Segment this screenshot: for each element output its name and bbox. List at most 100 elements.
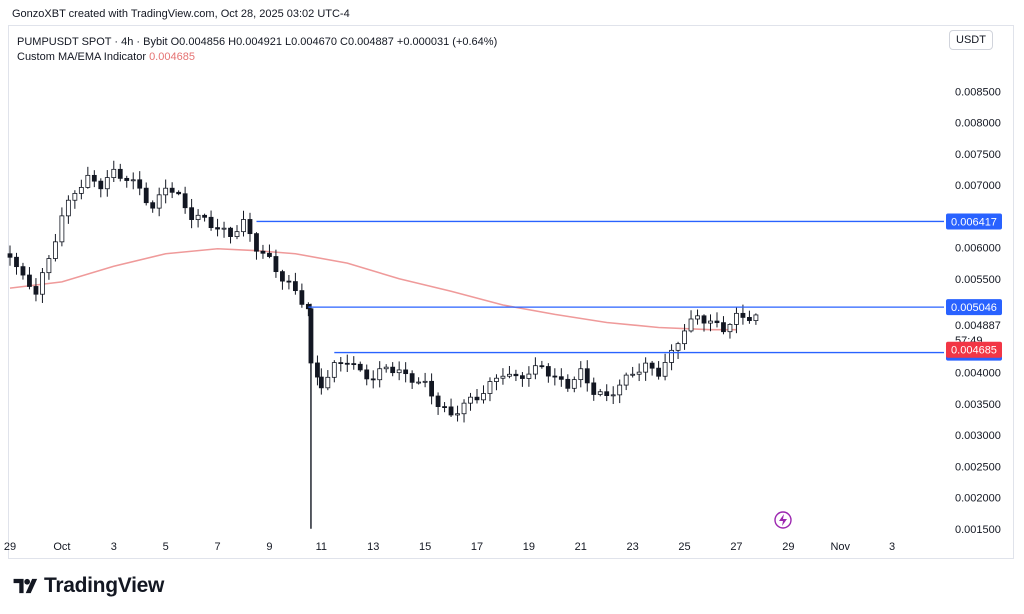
candle-body <box>331 362 337 378</box>
candle-body <box>734 312 739 325</box>
candle-body <box>669 349 674 363</box>
x-tick-label: 29 <box>782 541 794 553</box>
y-tick-label: 0.003000 <box>955 430 1001 442</box>
candle-body <box>701 315 707 324</box>
tradingview-wordmark: TradingView <box>44 574 165 597</box>
x-tick-label: 7 <box>214 541 220 553</box>
candle-body <box>714 320 720 324</box>
candle-body <box>176 191 182 195</box>
candle-body <box>643 362 649 373</box>
candle-body <box>111 168 117 178</box>
y-tick-label: 0.008500 <box>955 86 1001 98</box>
candle-body <box>241 219 246 233</box>
candle-body <box>182 193 188 209</box>
x-tick-label: 11 <box>316 541 327 553</box>
candle-body <box>500 375 506 379</box>
candle-body <box>53 241 58 259</box>
candle-body <box>156 194 162 209</box>
x-tick-label: 19 <box>523 541 535 553</box>
candle-body <box>377 368 383 381</box>
candle-body <box>85 174 91 188</box>
candle-body <box>656 367 662 377</box>
candle-body <box>20 266 26 276</box>
candle-body <box>474 396 480 401</box>
candle-body <box>59 215 65 243</box>
indicator-name: Custom MA/EMA Indicator <box>17 51 146 63</box>
candle-body <box>364 369 370 380</box>
candle-body <box>65 199 71 217</box>
candle-body <box>215 227 220 230</box>
candle-body <box>435 395 441 407</box>
candle-body <box>740 312 746 318</box>
y-tick-label: 0.001500 <box>955 524 1001 536</box>
x-tick-label: Oct <box>53 541 70 553</box>
candle-body <box>747 317 752 321</box>
candle-body <box>539 365 545 368</box>
candle-body <box>117 168 123 179</box>
ma-price-tag <box>946 341 1002 358</box>
candle-body <box>604 391 610 396</box>
candle-body <box>688 318 694 332</box>
candle-body <box>143 187 149 204</box>
candle-body <box>636 371 642 375</box>
candle-body <box>513 373 519 377</box>
level-price-label: 0.006417 <box>951 216 997 228</box>
level-price-tag <box>946 299 1002 316</box>
candle-body <box>662 362 668 377</box>
candle-body <box>422 380 428 383</box>
candle-body <box>442 406 447 408</box>
lightning-icon[interactable] <box>774 511 792 529</box>
candle-body <box>104 177 110 190</box>
candle-body <box>520 375 525 379</box>
candle-body <box>267 252 272 257</box>
candle-body <box>682 330 687 345</box>
candle-body <box>429 380 434 397</box>
candle-body <box>169 187 175 193</box>
x-tick-label: 15 <box>419 541 431 553</box>
x-tick-label: 29 <box>4 541 16 553</box>
y-tick-label: 0.006000 <box>955 243 1001 255</box>
level-price-tag <box>946 213 1002 230</box>
x-tick-label: 5 <box>163 541 169 553</box>
candle-body <box>325 376 331 389</box>
candle-body <box>396 369 402 374</box>
symbol-line: PUMPUSDT SPOT · 4h · Bybit O0.004856 H0.… <box>17 36 498 48</box>
candle-body <box>416 381 422 384</box>
candle-body <box>721 322 726 333</box>
y-tick-label: 0.003500 <box>955 399 1001 411</box>
candle-body <box>357 363 363 371</box>
candle-body <box>630 373 636 376</box>
candle-body <box>318 376 324 389</box>
currency-selector[interactable]: USDT <box>949 30 993 50</box>
candle-body <box>455 413 460 416</box>
candle-body <box>254 233 259 252</box>
candle-body <box>124 177 130 181</box>
x-tick-label: 3 <box>889 541 895 553</box>
y-tick-label: 0.004000 <box>955 368 1001 380</box>
candle-body <box>33 286 39 295</box>
candle-body <box>481 393 486 401</box>
candle-body <box>526 373 532 379</box>
y-tick-label: 0.008000 <box>955 118 1001 130</box>
candle-body <box>409 373 415 383</box>
candle-body <box>532 365 538 375</box>
candle-body <box>137 179 143 189</box>
candle-body <box>507 373 512 377</box>
candle-body <box>344 362 350 365</box>
x-tick-label: 3 <box>111 541 117 553</box>
ma-price-label: 0.004685 <box>951 345 997 357</box>
candle-body <box>260 250 266 254</box>
candle-body <box>46 258 52 274</box>
candle-body <box>584 368 590 384</box>
candle-body <box>189 207 195 220</box>
x-tick-label: 25 <box>678 541 690 553</box>
x-tick-label: 9 <box>266 541 272 553</box>
candle-body <box>390 366 396 374</box>
x-tick-label: 21 <box>575 541 587 553</box>
candle-body <box>708 320 713 324</box>
candle-body <box>292 281 298 292</box>
tradingview-logo-icon <box>13 578 38 594</box>
candle-body <box>623 374 629 386</box>
candle-body <box>78 187 84 194</box>
